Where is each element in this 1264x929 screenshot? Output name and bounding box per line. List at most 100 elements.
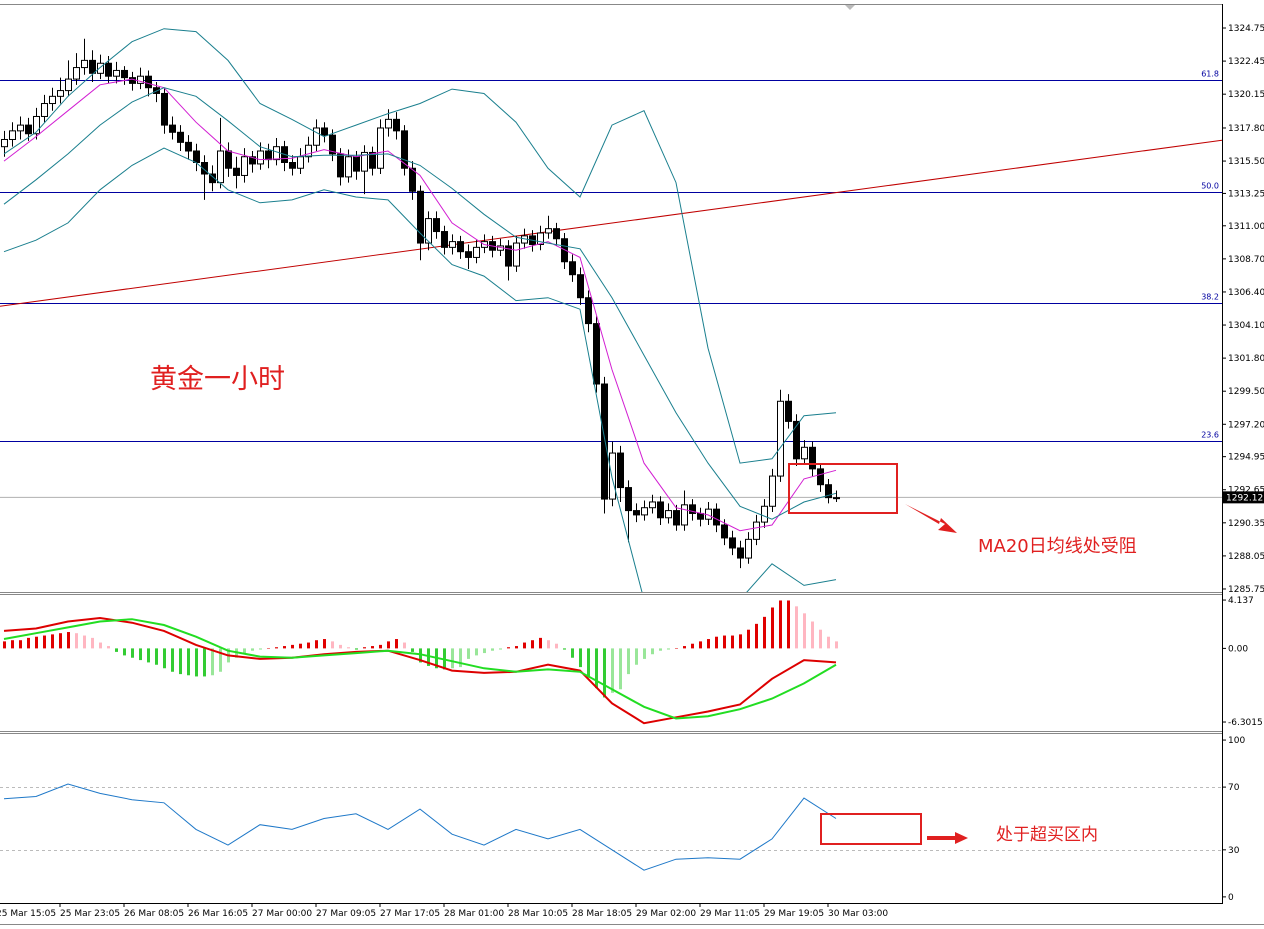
histogram-bar bbox=[771, 607, 774, 649]
histogram-bar bbox=[211, 648, 214, 676]
histogram-bar bbox=[355, 648, 358, 650]
histogram-bar bbox=[531, 640, 534, 649]
highlight-box bbox=[788, 463, 898, 514]
histogram-bar bbox=[139, 648, 142, 661]
histogram-bar bbox=[243, 648, 246, 654]
candle-body bbox=[313, 127, 320, 146]
candle-body bbox=[697, 512, 704, 520]
x-tick-label: 25 Mar 23:05 bbox=[60, 909, 120, 919]
histogram-bar bbox=[299, 643, 302, 649]
histogram-bar bbox=[83, 635, 86, 649]
x-tick-label: 28 Mar 18:05 bbox=[572, 909, 632, 919]
candle-body bbox=[73, 67, 80, 80]
histogram-bar bbox=[499, 648, 502, 650]
y-tick-label: 1306.40 bbox=[1228, 288, 1264, 298]
histogram-bar bbox=[267, 648, 270, 649]
histogram-bar bbox=[707, 639, 710, 649]
histogram-bar bbox=[347, 647, 350, 649]
histogram-bar bbox=[315, 640, 318, 649]
histogram-bar bbox=[739, 634, 742, 649]
histogram-bar bbox=[483, 648, 486, 654]
histogram-bar bbox=[691, 643, 694, 649]
histogram-bar bbox=[363, 647, 366, 649]
y-tick-label: 1301.80 bbox=[1228, 354, 1264, 364]
fib-label: 23.6 bbox=[1201, 431, 1219, 440]
candle-body bbox=[633, 510, 640, 516]
y-tick-label: 1317.80 bbox=[1228, 124, 1264, 134]
candle-body bbox=[601, 383, 608, 500]
fib-label: 38.2 bbox=[1201, 293, 1219, 302]
candle-body bbox=[377, 127, 384, 169]
y-tick-label: 1322.45 bbox=[1228, 57, 1264, 67]
histogram-bar bbox=[627, 648, 630, 675]
candle-body bbox=[713, 508, 720, 526]
histogram-bar bbox=[723, 635, 726, 649]
histogram-bar bbox=[379, 644, 382, 649]
candle-body bbox=[745, 538, 752, 559]
histogram-bar bbox=[395, 639, 398, 649]
histogram-bar bbox=[587, 648, 590, 678]
histogram-bar bbox=[27, 637, 30, 649]
histogram-bar bbox=[603, 648, 606, 698]
histogram-bar bbox=[811, 621, 814, 649]
histogram-bar bbox=[651, 648, 654, 655]
histogram-bar bbox=[491, 648, 494, 651]
candle-body bbox=[673, 510, 680, 526]
histogram-bar bbox=[835, 641, 838, 649]
chart-title: 黄金一小时 bbox=[150, 364, 285, 395]
candle-body bbox=[417, 190, 424, 244]
x-tick-label: 30 Mar 03:00 bbox=[828, 909, 888, 919]
histogram-bar bbox=[155, 648, 158, 665]
candle-body bbox=[57, 90, 64, 97]
candle-body bbox=[577, 274, 584, 299]
macd-line bbox=[3, 616, 837, 725]
histogram-bar bbox=[3, 641, 6, 649]
candle-body bbox=[433, 218, 440, 233]
histogram-bar bbox=[643, 648, 646, 659]
candle-body bbox=[297, 156, 304, 169]
y-tick-label: 100 bbox=[1228, 736, 1245, 746]
histogram-bar bbox=[259, 648, 262, 650]
histogram-bar bbox=[611, 648, 614, 693]
y-tick-label: 0 bbox=[1228, 893, 1234, 903]
histogram-bar bbox=[51, 634, 54, 649]
candle-body bbox=[449, 241, 456, 248]
candle-body bbox=[217, 150, 224, 184]
candle-body bbox=[41, 103, 48, 117]
candle-body bbox=[305, 144, 312, 158]
candle-body bbox=[777, 400, 784, 477]
candle-body bbox=[289, 162, 296, 169]
candle-body bbox=[121, 69, 128, 79]
histogram-bar bbox=[427, 648, 430, 666]
shift-marker bbox=[845, 5, 855, 10]
histogram-bar bbox=[19, 640, 22, 649]
y-tick-label: 1294.95 bbox=[1228, 453, 1264, 463]
histogram-bar bbox=[275, 647, 278, 649]
candle-body bbox=[825, 484, 832, 499]
candle-body bbox=[161, 92, 168, 126]
histogram-bar bbox=[459, 648, 462, 668]
histogram-bar bbox=[203, 648, 206, 677]
histogram-bar bbox=[451, 648, 454, 669]
candle-body bbox=[401, 130, 408, 169]
y-tick-label: 1297.20 bbox=[1228, 420, 1264, 430]
candle-body bbox=[817, 468, 824, 486]
candle-body bbox=[241, 156, 248, 176]
histogram-bar bbox=[419, 648, 422, 663]
candle-body bbox=[729, 537, 736, 549]
x-tick-label: 26 Mar 16:05 bbox=[188, 909, 248, 919]
rsi-line bbox=[3, 783, 837, 871]
candle-body bbox=[209, 173, 216, 184]
histogram-bar bbox=[563, 648, 566, 650]
x-tick-label: 27 Mar 09:05 bbox=[316, 909, 376, 919]
histogram-bar bbox=[819, 629, 822, 649]
candle-body bbox=[65, 78, 72, 92]
candle-body bbox=[361, 151, 368, 172]
candle-body bbox=[657, 501, 664, 519]
y-tick-label: 1288.05 bbox=[1228, 552, 1264, 562]
candle-body bbox=[809, 446, 816, 470]
candle-body bbox=[345, 156, 352, 178]
histogram-bar bbox=[795, 606, 798, 649]
candle-body bbox=[249, 156, 256, 165]
y-tick-label: 1290.35 bbox=[1228, 519, 1264, 529]
